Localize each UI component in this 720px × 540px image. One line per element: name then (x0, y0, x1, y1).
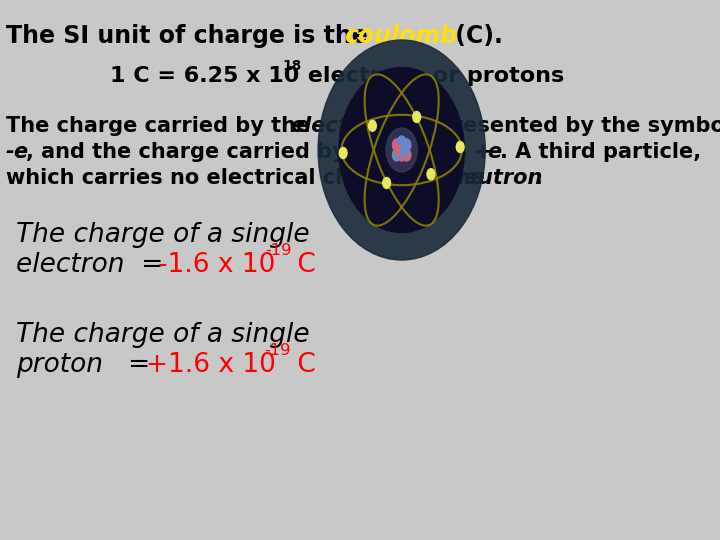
Circle shape (456, 141, 464, 152)
Circle shape (339, 147, 347, 159)
Circle shape (400, 144, 409, 156)
Text: electron: electron (290, 116, 387, 136)
Ellipse shape (318, 40, 485, 260)
Text: +1.6 x 10: +1.6 x 10 (146, 352, 276, 378)
Text: -1.6 x 10: -1.6 x 10 (158, 252, 275, 278)
Text: . A third particle,: . A third particle, (500, 142, 701, 162)
Text: is +: is + (440, 142, 492, 162)
Text: The SI unit of charge is the: The SI unit of charge is the (6, 24, 376, 48)
Circle shape (402, 149, 411, 161)
Circle shape (402, 139, 411, 151)
Text: is represented by the symbol: is represented by the symbol (379, 116, 720, 136)
Circle shape (386, 128, 418, 172)
Circle shape (369, 120, 377, 131)
Circle shape (397, 149, 406, 161)
Text: proton   =: proton = (16, 352, 158, 378)
Circle shape (392, 149, 401, 161)
Text: coulomb: coulomb (344, 24, 457, 48)
Text: electron  =: electron = (16, 252, 171, 278)
Circle shape (427, 168, 435, 180)
Text: , and the charge carried by the: , and the charge carried by the (27, 142, 400, 162)
Text: (C).: (C). (447, 24, 503, 48)
Text: proton: proton (368, 142, 446, 162)
Circle shape (397, 136, 406, 148)
Text: e: e (487, 142, 501, 162)
Text: -19: -19 (265, 343, 291, 359)
Text: The charge of a single: The charge of a single (16, 222, 309, 248)
Text: C: C (289, 352, 315, 378)
Circle shape (383, 178, 390, 188)
Text: which carries no electrical charge, is the: which carries no electrical charge, is t… (6, 168, 492, 188)
Text: electrons or protons: electrons or protons (300, 66, 564, 86)
Circle shape (392, 139, 401, 151)
Text: 1 C = 6.25 x 10: 1 C = 6.25 x 10 (110, 66, 300, 86)
Text: e: e (14, 142, 27, 162)
Text: -: - (6, 142, 14, 162)
Circle shape (413, 111, 420, 123)
Text: The charge of a single: The charge of a single (16, 322, 309, 348)
Text: 18: 18 (283, 59, 302, 73)
Text: .: . (535, 168, 543, 188)
Text: The charge carried by the: The charge carried by the (6, 116, 318, 136)
Ellipse shape (339, 68, 464, 233)
Text: neutron: neutron (450, 168, 543, 188)
Circle shape (395, 144, 403, 156)
Text: C: C (289, 252, 316, 278)
Text: -19: -19 (265, 244, 292, 259)
